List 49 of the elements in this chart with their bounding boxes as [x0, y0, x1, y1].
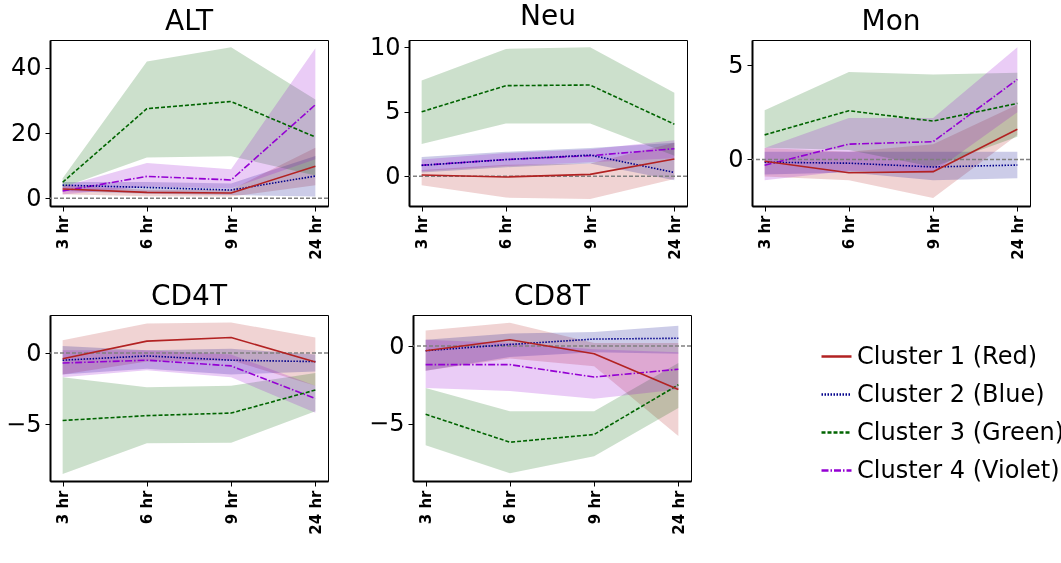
line-series [420, 147, 676, 167]
x-tick-label: 24 hr [665, 214, 684, 260]
line-series [61, 389, 317, 422]
x-tick-label: 24 hr [306, 489, 325, 535]
chart-title: Neu [520, 0, 576, 33]
x-tick-label: 6 hr [501, 489, 520, 525]
y-tick-label: 0 [26, 183, 42, 212]
x-tick-label: 3 hr [54, 214, 73, 250]
x-tick-label: 6 hr [497, 214, 516, 250]
x-tick-label: 6 hr [138, 489, 157, 525]
y-tick-label: −5 [6, 409, 42, 438]
legend-label: Cluster 2 (Blue) [857, 379, 1045, 408]
x-tick-label: 9 hr [222, 489, 241, 525]
line-series [424, 384, 680, 444]
line-series [61, 165, 317, 194]
x-tick-label: 3 hr [417, 489, 436, 525]
chart-title: Mon [861, 4, 921, 37]
x-tick-label: 9 hr [222, 214, 241, 250]
line-series [763, 128, 1019, 174]
x-tick-label: 9 hr [585, 489, 604, 525]
y-tick-label: −5 [369, 409, 405, 438]
y-tick-label: 5 [728, 50, 744, 79]
x-tick-label: 6 hr [840, 214, 859, 250]
x-tick-label: 6 hr [138, 214, 157, 250]
y-tick-label: 0 [389, 331, 405, 360]
x-tick-label: 24 hr [1008, 214, 1027, 260]
y-tick-label: 5 [385, 97, 401, 126]
x-tick-label: 24 hr [306, 214, 325, 260]
chart-title: ALT [164, 4, 214, 37]
x-tick-label: 3 hr [756, 214, 775, 250]
legend-label: Cluster 4 (Violet) [857, 455, 1060, 484]
legend-label: Cluster 1 (Red) [857, 341, 1038, 370]
chart-title: CD8T [513, 279, 591, 312]
x-tick-label: 3 hr [413, 214, 432, 250]
line-series [61, 175, 317, 191]
chart-title: CD4T [150, 279, 228, 312]
y-tick-label: 0 [385, 161, 401, 190]
y-tick-label: 40 [10, 53, 42, 82]
line-series [61, 336, 317, 363]
x-tick-label: 9 hr [581, 214, 600, 250]
y-tick-label: 10 [369, 32, 401, 61]
y-tick-label: 0 [728, 144, 744, 173]
y-tick-label: 20 [10, 118, 42, 147]
x-tick-label: 3 hr [54, 489, 73, 525]
x-tick-label: 24 hr [669, 489, 688, 535]
x-tick-label: 9 hr [924, 214, 943, 250]
line-series [61, 359, 317, 400]
line-series [420, 84, 676, 126]
y-tick-label: 0 [26, 338, 42, 367]
